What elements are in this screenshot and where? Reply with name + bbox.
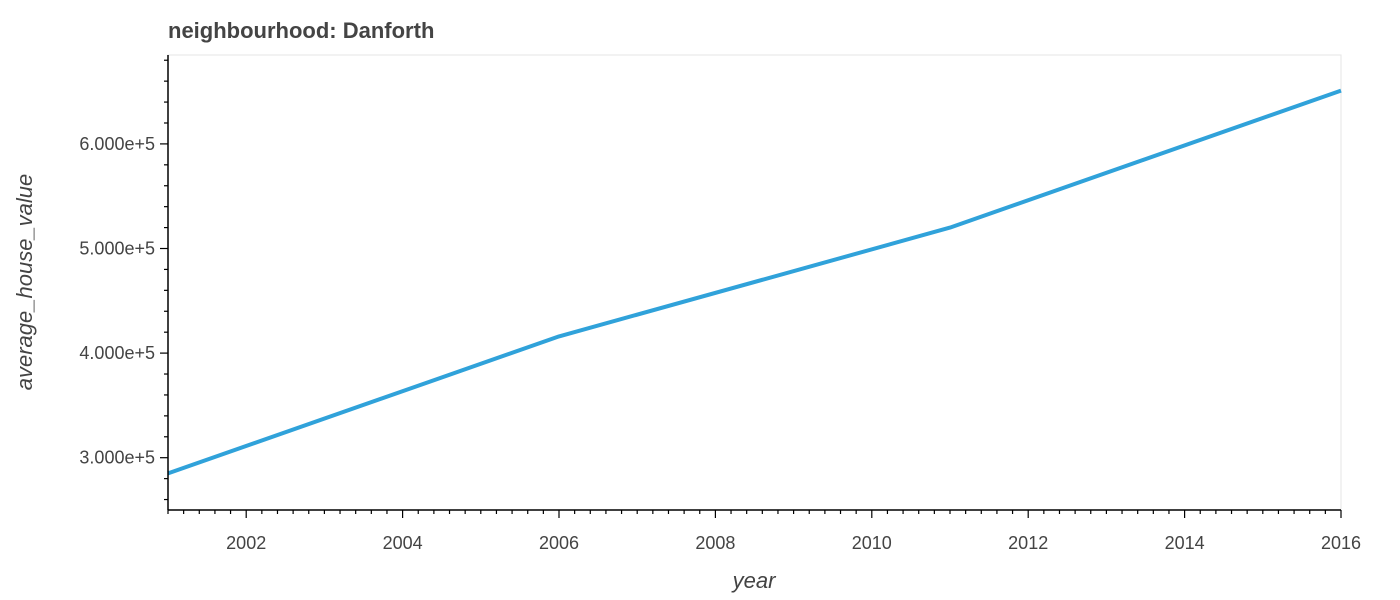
series-line-0 — [167, 88, 1342, 476]
y-axis: 3.000e+5 4.000e+5 5.000e+5 6.000e+5 — [79, 55, 169, 510]
x-tick-label: 2008 — [695, 533, 735, 553]
x-tick-label: 2014 — [1165, 533, 1205, 553]
x-tick-label: 2016 — [1321, 533, 1361, 553]
y-tick-label: 5.000e+5 — [79, 239, 155, 259]
y-axis-label: average_house_value — [12, 174, 37, 391]
series-layer — [167, 88, 1342, 476]
y-tick-label: 6.000e+5 — [79, 134, 155, 154]
y-tick-label: 3.000e+5 — [79, 448, 155, 468]
x-tick-label: 2002 — [226, 533, 266, 553]
chart-title: neighbourhood: Danforth — [168, 18, 434, 43]
x-tick-label: 2004 — [383, 533, 423, 553]
x-axis: 2002 2004 2006 2008 2010 2012 2014 2016 — [167, 509, 1361, 553]
x-tick-label: 2006 — [539, 533, 579, 553]
x-axis-label: year — [731, 568, 777, 593]
x-tick-label: 2010 — [852, 533, 892, 553]
y-tick-label: 4.000e+5 — [79, 343, 155, 363]
x-tick-label: 2012 — [1008, 533, 1048, 553]
